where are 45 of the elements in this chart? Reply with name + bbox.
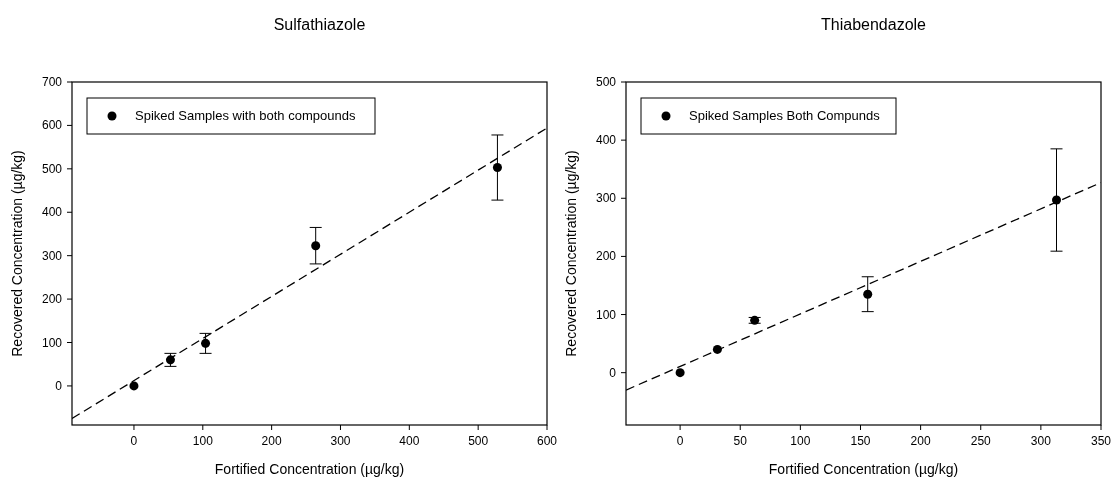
x-axis-title: Fortified Concentration (µg/kg): [768, 461, 959, 477]
x-tick-label: 300: [1030, 434, 1052, 448]
point: [1051, 195, 1062, 205]
y-tick-label: 0: [55, 378, 63, 393]
x-tick-label: 200: [910, 434, 931, 448]
y-tick-label: 600: [41, 118, 63, 133]
y-tick-label: 400: [41, 205, 63, 220]
point: [311, 241, 321, 251]
y-tick-label: 500: [595, 75, 617, 89]
x-tick-label: 300: [330, 434, 351, 448]
x-tick-label: 250: [970, 434, 992, 448]
y-tick-label: 200: [41, 292, 63, 307]
x-tick-label: 350: [1090, 434, 1112, 448]
point: [129, 381, 139, 391]
x-tick-label: 200: [261, 434, 282, 448]
y-tick-label: 700: [41, 75, 63, 89]
point: [201, 338, 211, 348]
chart-title: Sulfathiazole: [273, 16, 366, 33]
y-tick-label: 200: [595, 249, 617, 264]
x-tick-label: 50: [733, 434, 748, 448]
y-tick-label: 400: [595, 133, 617, 148]
point: [712, 344, 722, 354]
y-tick-label: 100: [41, 335, 63, 350]
legend-label: Spiked Samples Both Compunds: [689, 108, 881, 123]
point: [492, 163, 502, 173]
point: [863, 289, 873, 299]
legend-label: Spiked Samples with both compounds: [135, 108, 356, 123]
x-tick-label: 500: [468, 434, 489, 448]
point: [675, 368, 685, 378]
y-tick-label: 300: [41, 248, 63, 263]
x-tick-label: 0: [676, 434, 684, 448]
y-tick-label: 500: [41, 161, 63, 176]
x-tick-label: 400: [399, 434, 420, 448]
y-tick-label: 300: [595, 191, 617, 206]
x-tick-label: 100: [192, 434, 214, 448]
x-tick-label: 600: [536, 434, 558, 448]
x-axis-title: Fortified Concentration (µg/kg): [214, 461, 405, 477]
x-tick-label: 100: [790, 434, 811, 448]
chart-title: Thiabendazole: [821, 16, 927, 33]
y-axis-title: Recovered Concentration (µg/kg): [9, 150, 25, 357]
x-tick-label: 0: [130, 434, 138, 448]
y-axis-title: Recovered Concentration (µg/kg): [563, 150, 579, 357]
x-tick-label: 150: [850, 434, 871, 448]
y-tick-label: 100: [595, 307, 617, 322]
y-tick-label: 0: [609, 365, 617, 380]
